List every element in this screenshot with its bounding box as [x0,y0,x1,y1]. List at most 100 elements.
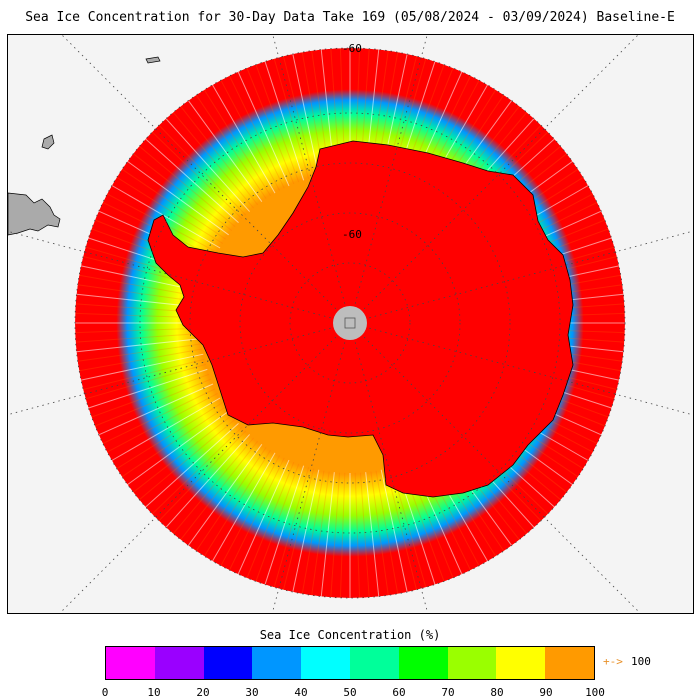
swath-streak [180,105,259,206]
legend-tick-label: 20 [196,686,210,699]
legend-tick-label: 30 [245,686,259,699]
legend-tick-label: 40 [294,686,308,699]
swath-streak [151,426,243,515]
graticule-lines [8,35,693,613]
swath-streak [98,383,214,436]
meridian-line [59,336,337,613]
swath-streak [102,388,216,445]
swath-streak [380,469,408,593]
swath-streak [237,459,290,575]
meridian-line [354,35,428,304]
swath-streak [111,397,221,461]
swath-streak [83,358,205,391]
legend-swatch [447,647,497,679]
swath-streak [220,79,281,191]
swath-streak [77,343,202,362]
swath-streak [330,472,341,598]
swath-streak [228,457,285,571]
swath-streak [158,124,247,216]
meridian-line [369,327,693,416]
swath-streak [180,440,259,541]
map-title: Sea Ice Concentration for 30-Day Data Ta… [25,10,675,25]
swath-streak [91,373,210,418]
swath-streak [273,467,310,588]
swath-streak [116,176,224,244]
meridian-line [272,35,346,304]
parallel-line [139,112,561,534]
swath-streak [165,434,251,528]
swath-streak [212,452,276,562]
swath-streak [77,284,202,303]
legend-title: Sea Ice Concentration (%) [259,628,441,642]
swath-streak [339,472,346,598]
latitude-label-inner: -60 [342,228,362,241]
swath-streak [85,363,206,400]
legend-tick-label: 80 [490,686,504,699]
pole-marker [344,317,356,329]
swath-streak [94,378,212,427]
swath-streak [132,153,233,232]
swath-streak [212,84,276,194]
swath-streak [132,414,233,493]
legend-tick-label: 50 [343,686,357,699]
swath-streak [195,94,267,199]
swath-streak [165,118,251,212]
swath-streak [264,61,305,181]
meridian-line [61,35,337,310]
swath-streak [121,168,226,240]
swath-streak [158,430,247,522]
meridian-line [271,342,346,613]
swath-streak [255,463,300,582]
swath-streak [301,470,325,594]
legend-tick-label: 70 [441,686,455,699]
legend-swatch [301,647,350,679]
swath-streak [292,469,320,593]
swath-streak [172,437,254,534]
legend-swatch [398,647,448,679]
legend-swatch [545,647,594,679]
overflow-arrow: +-> [603,655,623,668]
swath-streak [246,461,295,579]
swath-streak [282,468,315,590]
map-panel: -60 -60 [7,34,694,614]
swath-streak [311,471,330,596]
swath-streak [359,472,370,598]
swath-streak [354,472,361,598]
swath-streak [220,455,281,567]
swath-streak [292,53,320,177]
parallel-line [289,262,411,384]
swath-streak [187,444,263,546]
parallel-line [239,212,461,434]
swath-streak [121,406,226,478]
legend-swatch [203,647,253,679]
swath-streak [187,100,263,202]
legend-tick-label: 90 [539,686,553,699]
swath-streak [370,471,389,596]
meridian-line [369,230,693,319]
swath-streak [80,353,204,381]
legend-swatch [154,647,204,679]
swath-streak [273,58,310,179]
swath-streak [203,89,271,197]
legend-swatch [252,647,302,679]
swath-streak [282,56,315,178]
swath-streak [75,332,201,343]
meridian-line [363,336,641,613]
swath-streak [76,338,201,353]
color-legend [105,646,595,680]
legend-swatch [349,647,399,679]
meridian-line [8,327,331,416]
swath-streak [195,447,267,552]
pole-hole [333,306,367,340]
swath-streak [127,160,229,236]
overflow-value: 100 [631,655,651,668]
legend-swatch [496,647,546,679]
swath-streak [79,274,203,298]
swath-streak [246,67,295,185]
swath-streak [79,348,203,372]
island-outline [41,134,55,150]
swath-streak [127,410,229,486]
swath-streak [145,138,239,224]
swath-streak [255,64,300,183]
swath-streak [385,468,418,590]
